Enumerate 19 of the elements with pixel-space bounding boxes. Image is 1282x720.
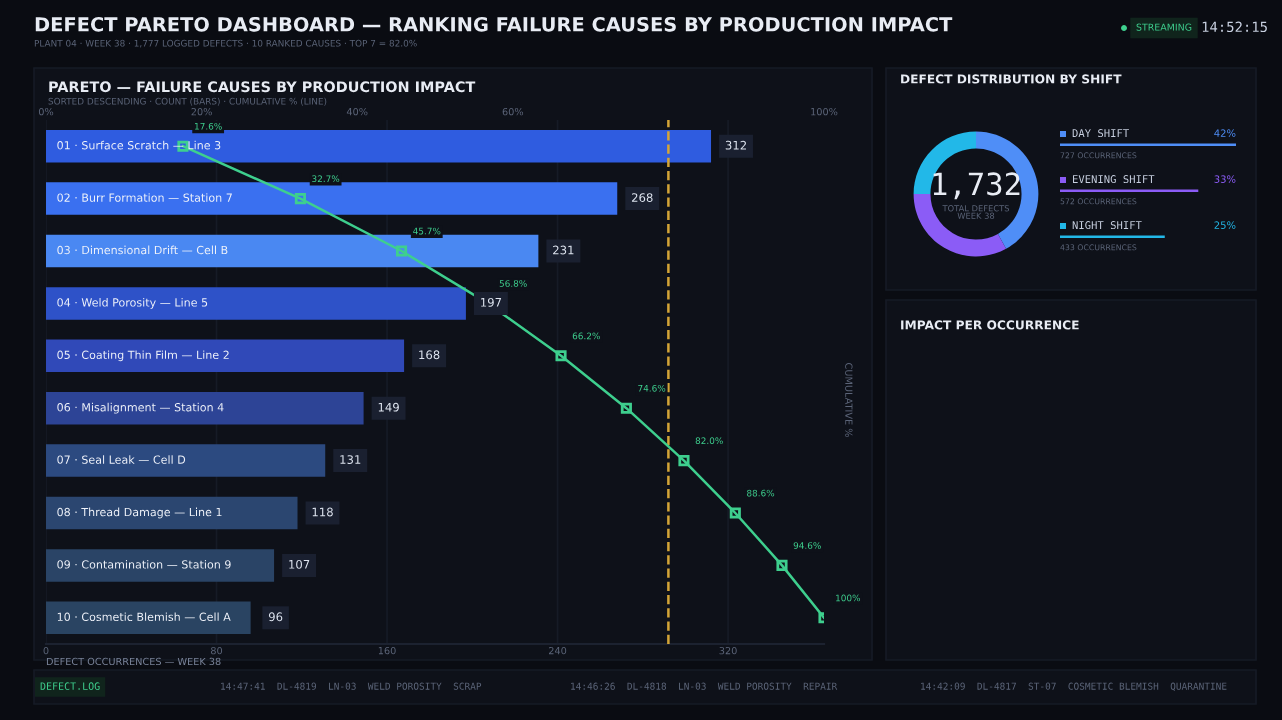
bar [46,444,326,477]
bar [46,234,539,268]
point [555,350,567,362]
point [620,402,632,414]
bar [46,129,712,163]
point [678,455,690,467]
bar [46,182,618,215]
bar [46,601,251,635]
point [776,559,788,571]
bar [46,287,466,320]
bar [46,549,275,582]
text: 1,732 [933,172,1020,200]
point [294,193,306,205]
bar [46,391,364,425]
bar [46,339,405,373]
point [395,245,408,257]
point [729,507,741,519]
text: DEFECT PARETO DASHBOARD — RANKING FAILURE CAUSES BY PRODUCTION IMPACT [35,16,953,32]
bar [46,496,298,530]
